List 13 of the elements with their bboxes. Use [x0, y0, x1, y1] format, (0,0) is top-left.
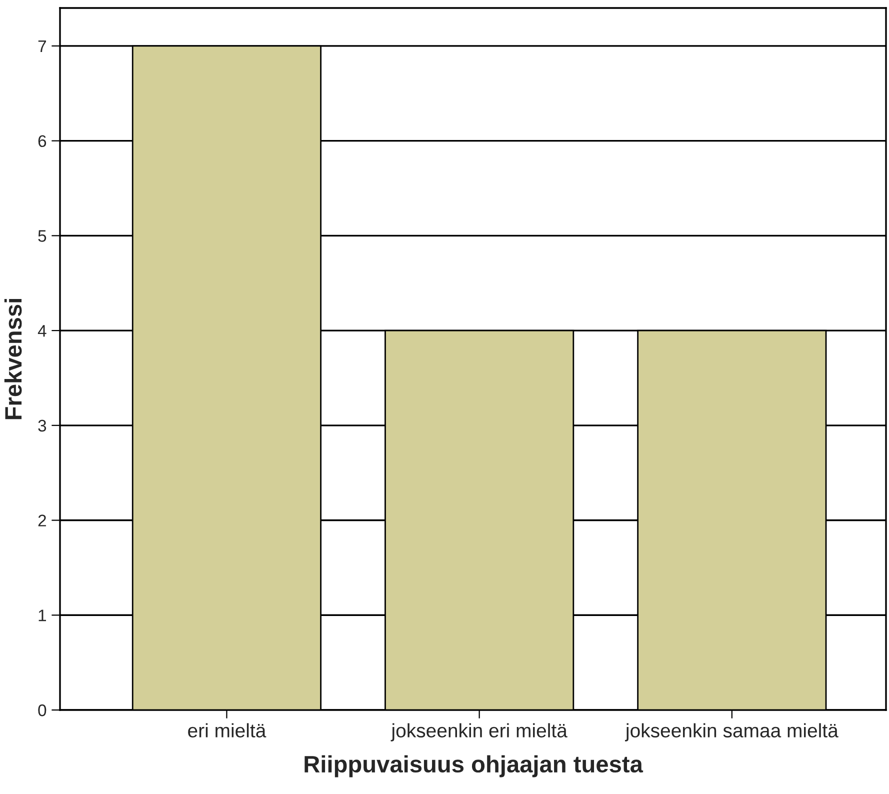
- x-tick-label: eri mieltä: [188, 723, 266, 738]
- y-tick-label: 4: [38, 325, 46, 337]
- y-axis-title: Frekvenssi: [4, 298, 22, 420]
- y-tick-label: 2: [38, 514, 46, 526]
- x-axis-title: Riippuvaisuus ohjaajan tuesta: [304, 755, 644, 778]
- y-tick-label: 5: [38, 230, 46, 242]
- y-tick-label: 6: [38, 135, 46, 148]
- x-tick-label: jokseenkin eri mieltä: [390, 723, 568, 742]
- x-tick-label: jokseenkin samaa mieltä: [624, 723, 838, 742]
- y-tick-label: 3: [38, 420, 46, 432]
- y-tick-label: 7: [38, 40, 46, 52]
- y-tick-label: 1: [38, 610, 46, 622]
- y-tick-label: 0: [38, 704, 46, 716]
